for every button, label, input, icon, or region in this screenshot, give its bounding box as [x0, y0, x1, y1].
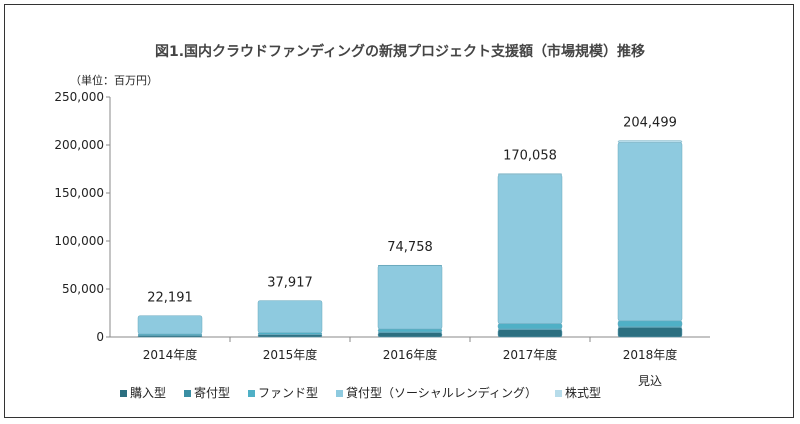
y-tick-label: 250,000: [54, 90, 104, 104]
legend-item: ファンド型: [248, 384, 318, 401]
total-label: 74,758: [387, 240, 433, 255]
x-tick-label: 2017年度: [503, 347, 558, 362]
bar-segment: [617, 140, 683, 143]
y-tick-label: 0: [96, 330, 104, 344]
x-tick-label: 2018年度: [623, 347, 678, 362]
bar-segment: [497, 173, 563, 175]
bar-segment: [377, 328, 443, 333]
bar-segment: [497, 323, 563, 330]
chart-title: 図1.国内クラウドファンディングの新規プロジェクト支援額（市場規模）推移: [154, 44, 646, 60]
legend-swatch: [248, 390, 256, 397]
legend-swatch: [554, 390, 562, 397]
y-tick-label: 200,000: [54, 138, 104, 152]
y-tick-label: 100,000: [54, 234, 104, 248]
legend-label: ファンド型: [258, 386, 319, 400]
legend-swatch: [120, 390, 127, 397]
legend-label: 貸付型（ソーシャルレンディング）: [346, 386, 537, 400]
bar-segment: [497, 329, 563, 338]
total-label: 22,191: [147, 291, 193, 306]
legend-swatch: [336, 390, 344, 397]
x-tick-note: 見込: [638, 374, 662, 388]
y-tick-label: 50,000: [62, 282, 104, 296]
legend-label: 寄付型: [194, 386, 231, 400]
bar-segment: [617, 320, 683, 327]
bar-segment: [377, 265, 443, 330]
legend-label: 購入型: [130, 386, 167, 400]
bar-segment: [257, 300, 323, 334]
legend-swatch: [184, 390, 192, 397]
bar-segment: [497, 174, 563, 324]
bar-segment: [377, 264, 443, 266]
legend-label: 株式型: [564, 386, 601, 400]
bar-segment: [377, 332, 443, 338]
x-tick-label: 2015年度: [263, 347, 318, 362]
x-tick-label: 2016年度: [383, 347, 438, 362]
bar-segment: [617, 142, 683, 322]
unit-label: （単位：百万円）: [70, 74, 158, 87]
x-tick-label: 2014年度: [143, 347, 198, 362]
legend-item: 株式型: [554, 384, 601, 401]
bar-segment: [617, 327, 683, 338]
total-label: 170,058: [503, 149, 557, 164]
legend-item: 貸付型（ソーシャルレンディング）: [336, 384, 537, 401]
bar-segment: [137, 315, 203, 335]
y-tick-label: 150,000: [54, 186, 104, 200]
total-label: 204,499: [623, 116, 677, 131]
legend-item: 購入型: [120, 384, 166, 401]
total-label: 37,917: [267, 276, 313, 291]
legend-item: 寄付型: [184, 384, 230, 401]
legend: 購入型 寄付型 ファンド型 貸付型（ソーシャルレンディング） 株式型: [120, 384, 601, 401]
chart-frame: [4, 4, 794, 418]
